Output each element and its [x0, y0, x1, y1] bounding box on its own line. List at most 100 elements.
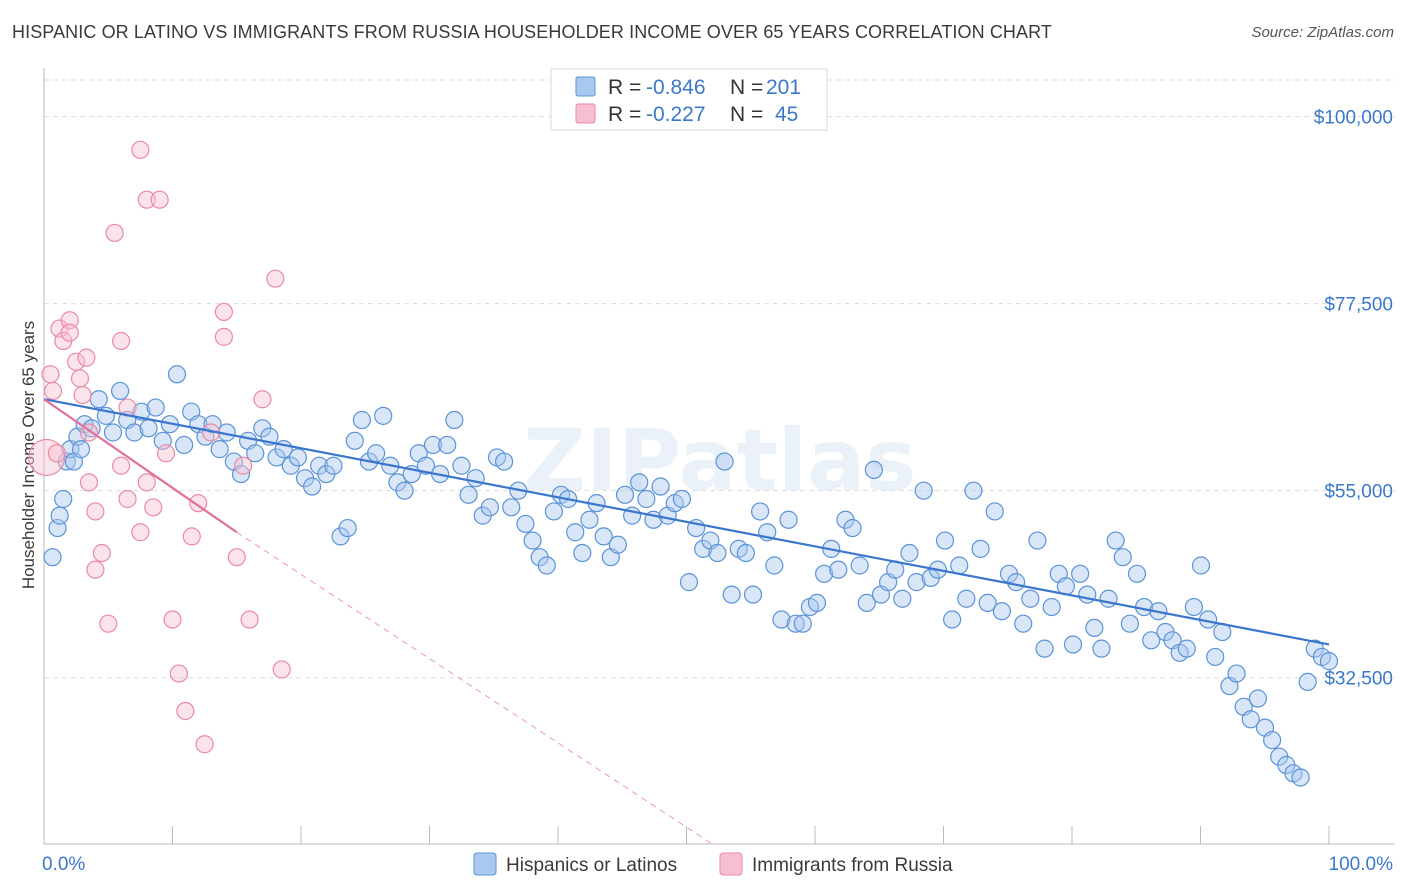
point-hispanics: [807, 593, 827, 613]
point-hispanics: [978, 593, 997, 613]
y-tick-label-3: $100,000: [1314, 108, 1393, 129]
source-credit: Source: ZipAtlas.com: [1251, 24, 1394, 41]
point-hispanics: [1248, 689, 1267, 708]
legend-swatch-pink: [575, 103, 596, 124]
point-hispanics: [210, 440, 229, 459]
legend-r-label: R =: [608, 103, 641, 126]
point-russia: [253, 390, 272, 409]
trendlines: [43, 398, 1330, 845]
point-hispanics: [573, 543, 592, 563]
point-hispanics: [1042, 597, 1061, 617]
point-hispanics: [523, 531, 542, 550]
point-russia: [92, 543, 111, 563]
legend-n-value: 201: [766, 76, 801, 99]
point-hispanics: [1007, 573, 1026, 592]
point-hispanics: [338, 518, 357, 538]
point-russia: [214, 327, 233, 346]
point-hispanics: [679, 573, 699, 592]
legend-n-value: 45: [775, 103, 798, 126]
point-hispanics: [345, 431, 364, 450]
point-russia: [86, 502, 105, 521]
point-hispanics: [146, 398, 165, 417]
trendline-hispanics: [43, 398, 1330, 646]
point-hispanics: [786, 614, 805, 633]
point-hispanics: [1035, 639, 1054, 658]
point-russia: [99, 614, 118, 633]
point-russia: [137, 473, 156, 492]
x-tick-labels: 0.0% 100.0%: [42, 854, 1393, 875]
point-hispanics: [566, 523, 585, 542]
axes: [43, 68, 1395, 845]
point-hispanics: [843, 518, 862, 538]
point-hispanics: [751, 502, 770, 521]
point-russia: [234, 456, 253, 475]
point-hispanics: [743, 585, 763, 604]
point-hispanics: [1099, 589, 1118, 608]
point-hispanics: [608, 535, 627, 554]
point-hispanics: [950, 556, 969, 575]
point-hispanics: [445, 410, 464, 430]
point-hispanics: [423, 435, 443, 455]
point-hispanics: [637, 489, 656, 509]
point-russia: [86, 560, 105, 579]
legend-r-value: -0.227: [646, 103, 706, 126]
point-hispanics: [537, 556, 556, 575]
x-tick-label-min: 0.0%: [42, 854, 85, 875]
legend-swatch-blue: [575, 76, 596, 97]
point-hispanics: [1291, 768, 1310, 787]
legend-swatch-hispanics: [473, 852, 497, 876]
point-hispanics: [907, 573, 926, 592]
y-tick-label-2: $77,500: [1324, 295, 1393, 316]
point-russia: [214, 302, 233, 322]
legend-box: [550, 68, 828, 131]
y-tick-label-0: $32,500: [1324, 669, 1393, 690]
point-hispanics: [1106, 531, 1125, 550]
point-russia: [144, 498, 163, 517]
point-hispanics: [829, 560, 848, 579]
point-russia: [131, 523, 150, 542]
point-hispanics: [630, 473, 649, 492]
point-hispanics: [452, 456, 471, 475]
point-russia: [60, 323, 79, 342]
point-hispanics: [736, 543, 755, 563]
point-hispanics: [1142, 631, 1161, 650]
point-hispanics: [324, 456, 343, 475]
point-hispanics: [71, 440, 91, 459]
point-russia: [137, 190, 156, 209]
point-hispanics: [1177, 639, 1196, 658]
point-hispanics: [900, 543, 919, 563]
point-hispanics: [935, 531, 955, 550]
point-hispanics: [715, 452, 734, 471]
series-russia-points: [27, 140, 291, 754]
point-russia: [169, 664, 189, 683]
point-russia: [272, 660, 291, 679]
point-hispanics: [1241, 710, 1260, 729]
point-russia: [70, 369, 90, 388]
point-russia: [131, 140, 150, 159]
point-russia: [60, 311, 79, 330]
y-tick-labels: $32,500 $55,000 $77,500 $100,000: [1314, 108, 1393, 690]
point-hispanics: [651, 477, 670, 496]
point-hispanics: [459, 485, 478, 504]
point-hispanics: [971, 539, 990, 558]
point-hispanics: [1298, 672, 1317, 691]
legend-swatch-russia: [719, 852, 743, 876]
point-hispanics: [985, 502, 1004, 521]
point-hispanics: [1184, 597, 1203, 617]
point-hispanics: [466, 469, 485, 488]
point-hispanics: [850, 556, 869, 575]
point-russia: [118, 489, 137, 509]
point-russia: [150, 190, 169, 209]
point-hispanics: [111, 381, 130, 401]
point-hispanics: [103, 423, 123, 442]
point-hispanics: [992, 602, 1011, 621]
point-hispanics: [352, 410, 371, 430]
point-hispanics: [1063, 635, 1083, 654]
point-hispanics: [1263, 730, 1282, 750]
point-hispanics: [943, 610, 962, 629]
y-tick-label-1: $55,000: [1324, 482, 1393, 503]
trendline-russia-extension: [236, 531, 713, 845]
point-hispanics: [516, 514, 535, 534]
point-hispanics: [395, 481, 414, 500]
point-hispanics: [1127, 564, 1147, 583]
